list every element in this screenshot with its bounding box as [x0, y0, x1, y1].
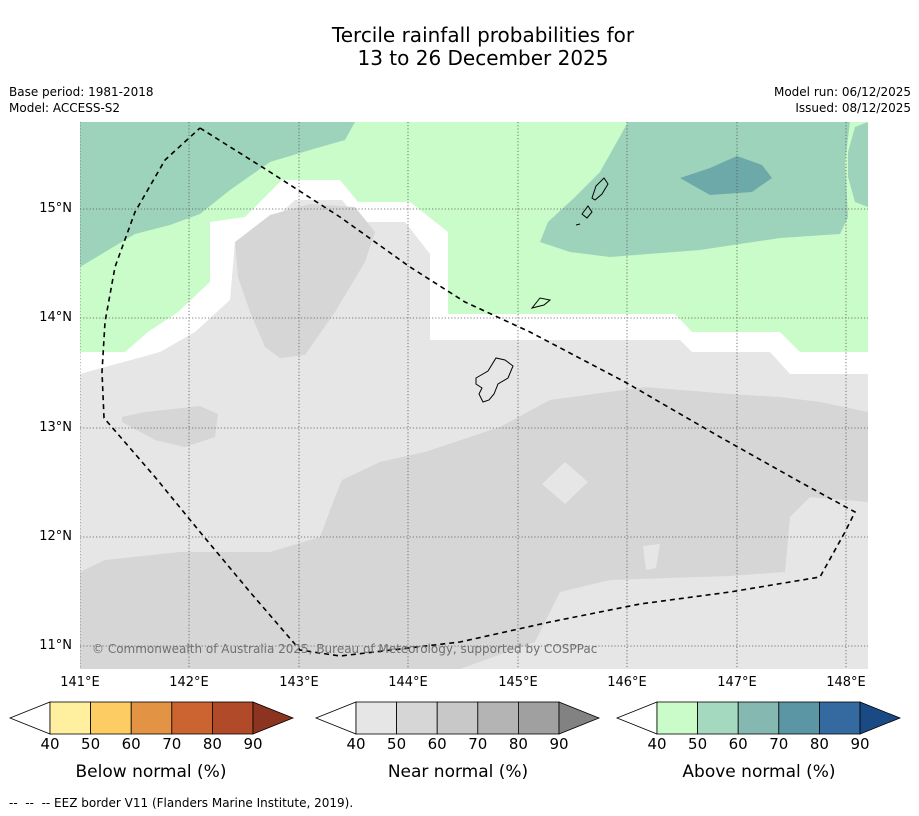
near-normal-40-island-patch: [542, 462, 588, 504]
colorbar-segment: [436, 701, 479, 735]
lon-label: 144°E: [388, 675, 428, 690]
lon-label: 147°E: [717, 675, 757, 690]
colorbar-below-normal: [8, 701, 295, 735]
colorbar-tick-label: 70: [162, 735, 182, 753]
near-normal-50-west-patch: [122, 406, 218, 447]
colorbar-segment: [477, 701, 519, 735]
eez-legend-note: -- -- -- EEZ border V11 (Flanders Marine…: [9, 796, 354, 810]
copyright-notice: © Commonwealth of Australia 2025, Bureau…: [92, 642, 598, 656]
lat-label: 15°N: [39, 201, 72, 216]
base-period: Base period: 1981-2018: [9, 85, 154, 99]
map-title-line2: 13 to 26 December 2025: [357, 46, 609, 70]
lon-label: 141°E: [60, 675, 100, 690]
colorbar-tick-label: 90: [850, 735, 870, 753]
colorbar-tick-label: 80: [809, 735, 829, 753]
lon-label: 146°E: [607, 675, 647, 690]
above-normal-50-right-edge: [848, 122, 868, 207]
colorbar-segment: [130, 701, 173, 735]
colorbar-extend-left: [8, 701, 51, 735]
colorbar-segment: [656, 701, 698, 735]
colorbar-tick-label: 90: [549, 735, 569, 753]
eez-border: [101, 127, 857, 657]
colorbar-segment: [49, 701, 91, 735]
lon-label: 148°E: [826, 675, 866, 690]
island-outlines: [475, 177, 609, 403]
colorbar-tick-label: 70: [468, 735, 488, 753]
lat-label: 13°N: [39, 420, 72, 435]
colorbar-tick-label: 40: [346, 735, 366, 753]
colorbar-tick-label: 90: [243, 735, 263, 753]
map-svg: [80, 122, 868, 669]
above-normal-70-patch: [680, 156, 772, 195]
colorbar-extend-right: [558, 701, 601, 735]
colorbar-extend-right: [859, 701, 902, 735]
guam-island: [475, 357, 514, 403]
saipan-island: [591, 177, 609, 201]
colorbar-tick-label: 40: [647, 735, 667, 753]
model-name: Model: ACCESS-S2: [9, 101, 121, 115]
colorbars-svg: [8, 701, 902, 735]
colorbar-tick-label: 70: [769, 735, 789, 753]
colorbar-extend-left: [314, 701, 357, 735]
map-title-line1: Tercile rainfall probabilities for: [331, 23, 635, 47]
colorbar-extend-left: [615, 701, 658, 735]
issued-date: Issued: 08/12/2025: [795, 101, 911, 115]
aguijan-island: [575, 223, 581, 226]
colorbar-extend-right: [252, 701, 295, 735]
map-panel: © Commonwealth of Australia 2025, Bureau…: [80, 122, 868, 669]
colorbar-segment: [819, 701, 861, 735]
colorbar-segment: [697, 701, 739, 735]
colorbar-tick-label: 50: [81, 735, 101, 753]
colorbar-tick-label: 60: [728, 735, 748, 753]
colorbar-tick-label: 50: [688, 735, 708, 753]
tinian-island: [581, 205, 593, 219]
colorbar-title-near: Near normal (%): [387, 762, 529, 782]
lon-label: 143°E: [279, 675, 319, 690]
colorbar-segment: [778, 701, 820, 735]
colorbar-segment: [211, 701, 254, 735]
colorbar-title-below: Below normal (%): [75, 762, 227, 782]
colorbar-segment: [90, 701, 132, 735]
colorbar-tick-label: 60: [121, 735, 141, 753]
colorbar-tick-label: 50: [387, 735, 407, 753]
colorbar-near-normal: [314, 701, 601, 735]
colorbar-above-normal: [615, 701, 902, 735]
near-normal-40-small-patch: [643, 544, 660, 570]
lon-label: 145°E: [498, 675, 538, 690]
near-normal-50-south: [80, 387, 868, 669]
model-run: Model run: 06/12/2025: [773, 85, 911, 99]
lat-label: 14°N: [39, 310, 72, 325]
colorbar-tick-label: 80: [202, 735, 222, 753]
colorbar-segment: [355, 701, 397, 735]
gridlines: [80, 122, 868, 669]
colorbar-segment: [171, 701, 213, 735]
colorbar-segment: [396, 701, 438, 735]
lon-label: 142°E: [169, 675, 209, 690]
colorbar-tick-label: 60: [427, 735, 447, 753]
colorbar-segment: [737, 701, 780, 735]
rota-island: [530, 297, 552, 309]
colorbar-title-above: Above normal (%): [682, 762, 836, 782]
colorbar-tick-label: 80: [508, 735, 528, 753]
lat-label: 12°N: [39, 529, 72, 544]
white-boundary-band: [80, 180, 868, 374]
colorbar-tick-label: 40: [40, 735, 60, 753]
near-normal-50-north: [235, 204, 375, 358]
above-normal-50-top-left: [80, 122, 355, 267]
above-normal-50-top-right: [540, 122, 850, 257]
lat-label: 11°N: [39, 638, 72, 653]
colorbar-segment: [518, 701, 560, 735]
